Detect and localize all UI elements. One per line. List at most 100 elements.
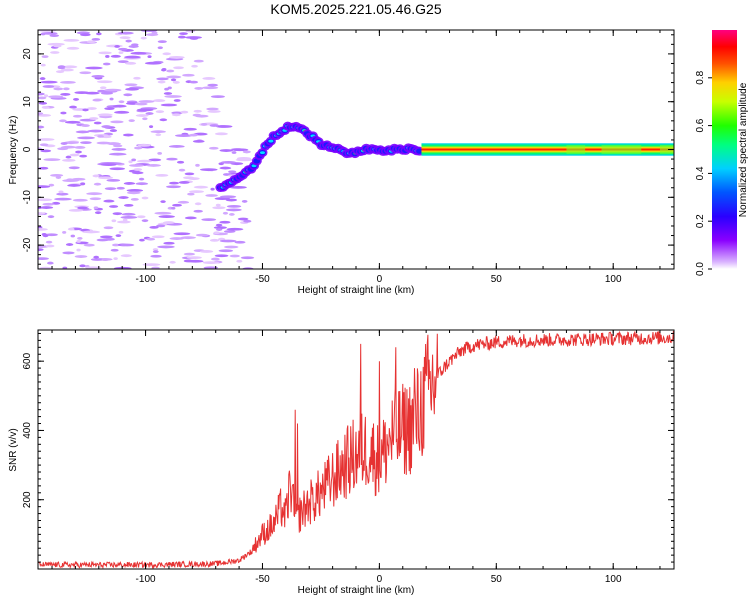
noise-blob xyxy=(229,254,240,258)
noise-blob xyxy=(47,215,55,219)
noise-blob xyxy=(212,206,226,210)
figure-title: KOM5.2025.221.05.46.G25 xyxy=(270,1,441,17)
noise-blob xyxy=(240,256,255,260)
noise-blob xyxy=(62,251,75,255)
noise-blob xyxy=(154,211,172,215)
noise-blob xyxy=(225,208,242,212)
noise-blob xyxy=(166,157,178,161)
carrier-beam-highlight xyxy=(601,145,642,154)
noise-blob xyxy=(199,168,218,172)
noise-blob xyxy=(151,235,165,239)
noise-blob xyxy=(128,45,139,48)
noise-blob xyxy=(140,36,147,40)
noise-blob xyxy=(171,206,176,210)
noise-blob xyxy=(60,142,68,145)
noise-blob xyxy=(137,215,146,219)
colorbar: 0.0 0.2 0.4 0.6 0.8 Normalized spectral ampl… xyxy=(695,30,749,276)
noise-blob xyxy=(226,227,244,231)
spectrogram-y-tick-label: -20 xyxy=(22,237,33,252)
noise-blob xyxy=(69,105,78,109)
noise-blob xyxy=(45,240,53,244)
spectrogram-x-tick-label: 50 xyxy=(491,274,503,285)
noise-blob xyxy=(166,75,182,79)
noise-blob xyxy=(38,92,45,96)
noise-blob xyxy=(157,40,167,43)
noise-blob xyxy=(96,32,102,36)
noise-blob xyxy=(172,203,183,207)
noise-blob xyxy=(193,209,203,213)
noise-blob xyxy=(194,87,204,90)
noise-blob xyxy=(71,177,86,181)
spectrogram-x-tick-label: 100 xyxy=(605,274,622,285)
snr-x-ticks: -100 -50 0 50 100 xyxy=(51,330,661,585)
noise-blob xyxy=(201,86,219,90)
noise-blob xyxy=(102,62,111,66)
noise-blob xyxy=(38,96,47,100)
noise-blob xyxy=(97,113,113,117)
noise-blob xyxy=(82,108,89,112)
noise-blob xyxy=(228,213,235,216)
noise-blob xyxy=(226,204,242,208)
noise-blob xyxy=(171,113,181,117)
noise-blob xyxy=(125,39,132,43)
spectrogram-y-tick-label: -10 xyxy=(22,190,33,205)
noise-blob xyxy=(157,245,175,249)
noise-blob xyxy=(157,46,163,50)
noise-blob xyxy=(120,216,138,219)
noise-blob xyxy=(152,99,166,102)
noise-blob xyxy=(137,143,151,147)
noise-blob xyxy=(80,141,92,145)
noise-blob xyxy=(42,202,55,206)
noise-blob xyxy=(128,119,135,122)
noise-blob xyxy=(67,227,75,231)
noise-blob xyxy=(38,257,49,260)
noise-blob xyxy=(63,65,78,69)
noise-blob xyxy=(60,145,77,149)
noise-blob xyxy=(123,204,134,207)
noise-blob xyxy=(146,164,162,167)
noise-blob xyxy=(177,200,190,204)
noise-blob xyxy=(110,120,124,124)
noise-blob xyxy=(91,75,105,78)
noise-blob xyxy=(60,111,67,115)
noise-blob xyxy=(41,106,50,109)
noise-blob xyxy=(183,259,193,263)
noise-blob xyxy=(72,114,83,118)
noise-blob xyxy=(186,256,202,260)
noise-blob xyxy=(219,239,237,243)
noise-blob xyxy=(39,77,46,80)
noise-blob xyxy=(169,260,176,264)
noise-blob xyxy=(164,95,182,98)
noise-blob xyxy=(192,113,202,117)
noise-blob xyxy=(45,233,58,237)
noise-blob xyxy=(93,182,102,186)
noise-blob xyxy=(173,99,181,102)
noise-blob xyxy=(48,95,64,99)
noise-blob xyxy=(115,234,122,238)
noise-blob xyxy=(210,95,225,98)
colorbar-ticks: 0.0 0.2 0.4 0.6 0.8 xyxy=(695,70,712,276)
noise-blob xyxy=(117,60,129,64)
colorbar-gradient xyxy=(712,30,737,269)
noise-blob xyxy=(47,261,54,265)
noise-blob xyxy=(157,80,166,84)
noise-blob xyxy=(86,40,96,44)
noise-blob xyxy=(85,266,102,269)
noise-blob xyxy=(219,195,237,199)
noise-blob xyxy=(101,125,112,128)
noise-blob xyxy=(79,33,91,37)
noise-blob xyxy=(219,220,231,224)
noise-blob xyxy=(88,117,99,120)
noise-blob xyxy=(149,225,159,229)
noise-blob xyxy=(182,73,195,77)
noise-blob xyxy=(121,212,136,216)
noise-blob xyxy=(49,34,60,38)
noise-blob xyxy=(38,198,53,202)
noise-blob xyxy=(228,170,237,174)
noise-blob xyxy=(77,236,83,240)
noise-blob xyxy=(206,107,219,111)
noise-blob xyxy=(79,71,92,75)
noise-blob xyxy=(103,199,115,203)
snr-y-tick-label: 400 xyxy=(22,422,33,439)
noise-blob xyxy=(55,176,62,179)
